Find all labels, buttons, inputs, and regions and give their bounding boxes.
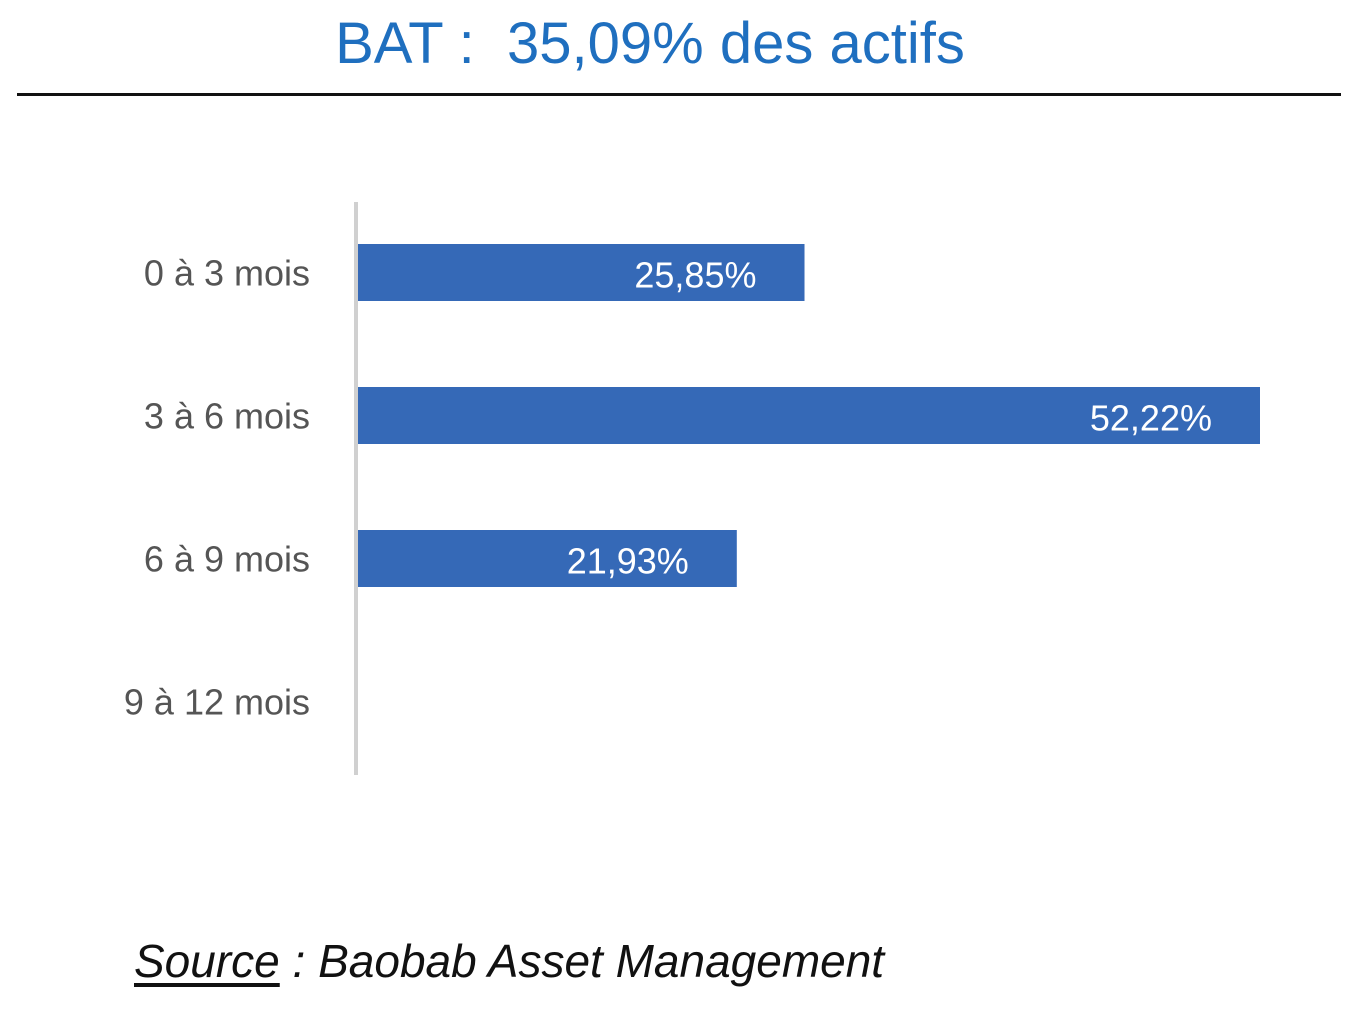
- title-divider: [17, 93, 1341, 96]
- source-label: Source: [134, 935, 280, 987]
- chart-title: BAT : 35,09% des actifs: [335, 11, 965, 76]
- category-label: 6 à 9 mois: [144, 539, 310, 580]
- bar: [358, 387, 1260, 444]
- category-label: 9 à 12 mois: [124, 682, 310, 723]
- source-note: Source : Baobab Asset Management: [134, 934, 884, 988]
- data-label: 52,22%: [1090, 398, 1212, 439]
- category-label: 3 à 6 mois: [144, 396, 310, 437]
- bar: [358, 530, 737, 587]
- category-axis-line: [354, 202, 358, 775]
- source-text: : Baobab Asset Management: [279, 935, 885, 987]
- data-label: 21,93%: [567, 541, 689, 582]
- data-label: 25,85%: [634, 255, 756, 296]
- bar-chart: 0 à 3 mois 25,85% 3 à 6 mois 52,22% 6 à 9 mo…: [124, 202, 1260, 775]
- category-label: 0 à 3 mois: [144, 253, 310, 294]
- bar: [358, 244, 805, 301]
